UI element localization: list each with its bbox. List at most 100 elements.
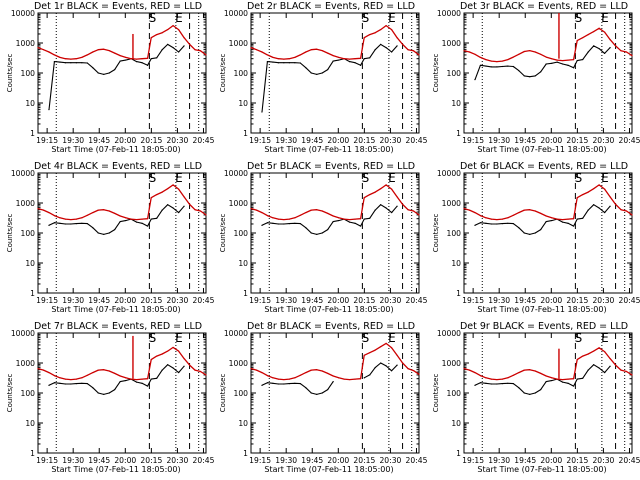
data-point-events (598, 367, 600, 369)
data-point-events (380, 204, 382, 206)
data-point-events (485, 65, 487, 67)
data-point-events (545, 63, 547, 65)
data-point-lld (534, 51, 536, 53)
data-point-lld (294, 377, 296, 379)
data-point-lld (205, 54, 207, 56)
y-tick-label: 100 (234, 389, 249, 398)
data-point-events (167, 43, 169, 45)
data-point-events (501, 383, 503, 385)
x-tick-label: 20:45 (406, 136, 428, 145)
data-point-lld (266, 215, 269, 217)
data-point-events (501, 223, 503, 225)
data-point-lld (529, 369, 531, 371)
data-point-events (374, 49, 376, 51)
x-tick-label: 19:45 (301, 136, 323, 145)
data-point-events (48, 224, 50, 226)
data-point-events (114, 228, 116, 231)
marker-label: E (601, 331, 609, 345)
data-point-lld (407, 368, 409, 370)
data-point-events (551, 379, 553, 382)
data-point-lld (108, 370, 110, 372)
data-point-events (310, 232, 312, 234)
chart-title: Det 8r BLACK = Events, RED = LLD (247, 321, 415, 332)
data-point-events (593, 45, 595, 47)
x-tick-label: 20:00 (540, 296, 562, 305)
data-point-lld (178, 188, 180, 190)
data-point-lld (343, 378, 345, 380)
data-point-lld (97, 49, 99, 51)
x-axis-label: Start Time (07-Feb-11 18:05:00) (51, 465, 180, 474)
data-point-lld (161, 32, 163, 34)
y-tick-label: 1000 (442, 359, 461, 368)
marker-label: E (601, 171, 609, 185)
series-line-lld (463, 184, 633, 221)
marker-label: S (149, 11, 157, 25)
data-point-lld (593, 30, 595, 33)
data-point-events (156, 57, 158, 59)
data-point-lld (374, 191, 376, 193)
data-point-lld (81, 217, 83, 219)
data-point-lld (496, 378, 498, 381)
x-tick-label: 20:45 (193, 456, 215, 465)
x-tick-label: 19:45 (514, 456, 536, 465)
data-point-lld (485, 377, 487, 379)
data-point-lld (261, 51, 263, 53)
data-point-lld (338, 217, 340, 219)
data-point-lld (625, 51, 628, 53)
data-point-events (479, 64, 482, 66)
data-point-lld (114, 372, 116, 375)
x-tick-label: 20:45 (193, 296, 215, 305)
data-point-lld (327, 372, 329, 375)
data-point-lld (288, 58, 290, 60)
y-tick-label: 1000 (442, 39, 461, 48)
x-tick-label: 20:15 (353, 456, 375, 465)
data-point-events (70, 383, 72, 385)
data-point-events (183, 365, 185, 367)
data-point-events (283, 223, 285, 225)
data-point-lld (277, 218, 279, 220)
x-tick-label: 19:30 (62, 456, 84, 465)
data-point-lld (59, 217, 61, 219)
data-point-lld (75, 378, 77, 380)
x-tick-label: 19:30 (488, 136, 510, 145)
data-point-lld (534, 210, 536, 212)
data-point-events (396, 364, 398, 366)
y-tick-label: 10 (238, 419, 248, 428)
y-tick-label: 1 (456, 129, 461, 138)
data-point-events (172, 47, 174, 49)
data-point-lld (468, 51, 471, 53)
data-point-events (283, 62, 285, 64)
data-point-lld (288, 378, 290, 380)
data-point-lld (146, 378, 149, 380)
x-tick-label: 19:30 (62, 296, 84, 305)
data-point-events (288, 62, 290, 64)
data-point-lld (86, 54, 88, 56)
data-point-events (604, 371, 606, 374)
data-point-lld (130, 218, 132, 220)
y-tick-label: 1 (30, 289, 35, 298)
data-point-lld (316, 369, 318, 371)
y-axis-label: Counts/sec (432, 54, 440, 93)
data-point-events (316, 73, 318, 75)
data-point-lld (545, 215, 547, 217)
series-line-lld (37, 184, 207, 221)
data-point-lld (587, 34, 589, 36)
data-point-lld (81, 377, 83, 379)
data-point-events (490, 66, 492, 68)
series-line-events (474, 204, 611, 235)
data-point-lld (343, 218, 345, 220)
marker-label: E (388, 11, 396, 25)
data-point-lld (42, 369, 45, 371)
y-axis-label: Counts/sec (432, 214, 440, 253)
plot-frame (250, 172, 420, 294)
data-point-lld (183, 37, 185, 39)
marker-label: E (175, 331, 183, 345)
chart-title: Det 5r BLACK = Events, RED = LLD (247, 161, 415, 172)
data-point-lld (316, 209, 318, 211)
data-point-lld (188, 364, 191, 366)
data-point-events (369, 217, 371, 219)
x-tick-label: 20:00 (114, 456, 136, 465)
x-tick-label: 19:30 (488, 456, 510, 465)
data-point-events (136, 221, 138, 223)
data-point-lld (620, 369, 622, 371)
